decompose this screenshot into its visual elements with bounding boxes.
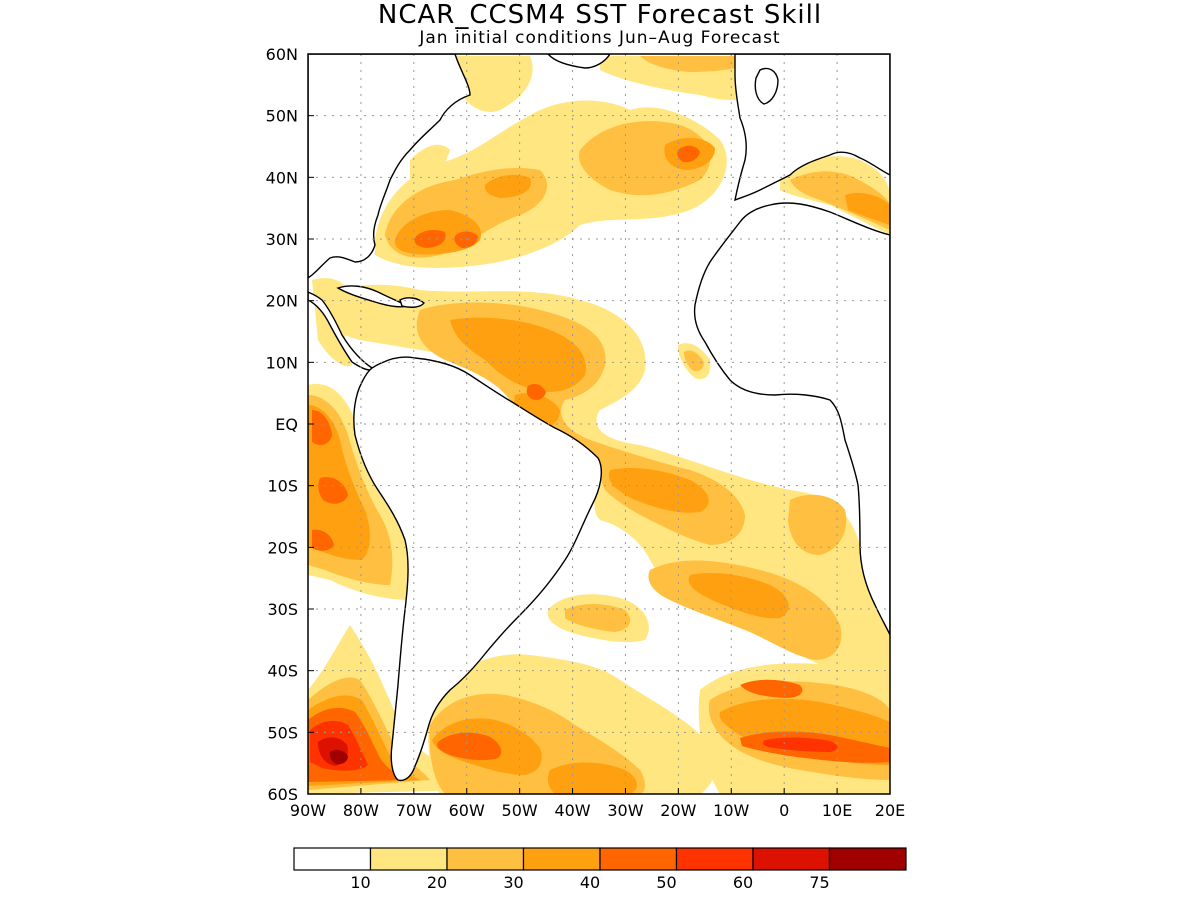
lon-tick-label: 40W: [554, 801, 590, 820]
skill-region-n-atlantic-mid-l3: [484, 174, 531, 198]
colorbar-label: 60: [733, 873, 753, 892]
skill-region-eq-east-l3: [608, 468, 709, 513]
skill-region-n-atlantic-l4: [414, 230, 446, 248]
skill-region-s-atlantic-mid-l2: [565, 604, 631, 632]
skill-region-mediterranean-l3: [845, 193, 890, 225]
skill-shading: [308, 56, 890, 794]
lon-tick-label: 20W: [660, 801, 696, 820]
lon-tick-label: 70W: [396, 801, 432, 820]
land-south-america: [353, 356, 602, 782]
skill-region-southern-east-b-l4: [740, 679, 803, 698]
colorbar-swatch: [369, 847, 448, 871]
lon-tick-label: 50W: [502, 801, 538, 820]
skill-region-pacific-a-l4: [312, 410, 332, 446]
lat-tick-label: 60N: [266, 45, 298, 64]
lon-tick-label: 90W: [290, 801, 326, 820]
lat-tick-label: 20N: [266, 292, 298, 311]
coastlines: [308, 54, 890, 782]
lat-tick-label: 40S: [267, 662, 298, 681]
colorbar-label: 40: [580, 873, 600, 892]
colorbar-swatch: [752, 847, 831, 871]
lat-tick-label: 10S: [267, 477, 298, 496]
lon-tick-label: 20E: [875, 801, 905, 820]
colorbar-label: 75: [809, 873, 829, 892]
colorbar-label: 10: [350, 873, 370, 892]
lat-tick-label: 50S: [267, 723, 298, 742]
colorbar-swatch: [446, 847, 525, 871]
skill-region-n-atlantic-c-l4: [677, 145, 700, 163]
lat-tick-label: 60S: [267, 785, 298, 804]
skill-region-southern-central-b-l3: [547, 762, 637, 794]
lon-tick-label: 0: [779, 801, 789, 820]
longitude-axis-labels: 90W 80W 70W 60W 50W 40W 30W 20W 10W 0 10E 20E: [290, 788, 905, 820]
lat-tick-label: 10N: [266, 353, 298, 372]
lat-tick-label: EQ: [275, 415, 298, 434]
skill-region-tropical-atlantic-l3: [450, 317, 586, 392]
lon-tick-label: 30W: [607, 801, 643, 820]
skill-region-tropical-l4: [526, 384, 546, 400]
colorbar-swatch: [599, 847, 678, 871]
lat-tick-label: 20S: [267, 538, 298, 557]
skill-region-southern-central-l4: [437, 732, 502, 761]
lon-tick-label: 60W: [449, 801, 485, 820]
land-british-isles: [754, 67, 779, 105]
lat-tick-label: 30S: [267, 600, 298, 619]
skill-region-grand-banks-l1: [455, 56, 533, 112]
land-greenland-edge: [547, 54, 611, 69]
colorbar-label: 20: [427, 873, 447, 892]
colorbar: 10 20 30 40 50 60 75: [293, 847, 907, 892]
lat-tick-label: 30N: [266, 230, 298, 249]
skill-region-s-east-l2: [788, 494, 847, 555]
figure-title: NCAR_CCSM4 SST Forecast Skill: [377, 0, 823, 30]
skill-region-africa-coast-l2: [684, 350, 704, 372]
skill-region-pacific-c-l4: [312, 529, 334, 551]
lon-tick-label: 10E: [822, 801, 852, 820]
colorbar-label: 50: [656, 873, 676, 892]
skill-region-n-atlantic-b-l4: [454, 231, 478, 248]
latitude-axis-labels: 60N 50N 40N 30N 20N 10N EQ 10S 20S 30S 40S 50S 60S: [266, 45, 314, 804]
land-north-america: [308, 54, 471, 279]
colorbar-swatch: [293, 847, 372, 871]
map-gridlines: [308, 54, 890, 794]
skill-region-southern-west-l7: [329, 749, 348, 765]
colorbar-swatch: [675, 847, 754, 871]
figure-subtitle: Jan initial conditions Jun–Aug Forecast: [419, 28, 781, 48]
lon-tick-label: 10W: [713, 801, 749, 820]
skill-region-pacific-b-l4: [318, 476, 348, 504]
land-africa: [693, 202, 890, 636]
colorbar-swatch: [828, 847, 907, 871]
skill-region-ne-atlantic-l2: [640, 56, 760, 72]
skill-region-s-tropical-l3: [688, 573, 789, 619]
lat-tick-label: 40N: [266, 168, 298, 187]
colorbar-label: 30: [503, 873, 523, 892]
skill-region-us-coast-l1: [410, 144, 450, 181]
skill-region-southern-east-l5: [763, 737, 838, 752]
lon-tick-label: 80W: [343, 801, 379, 820]
colorbar-swatch: [522, 847, 601, 871]
lat-tick-label: 50N: [266, 107, 298, 126]
